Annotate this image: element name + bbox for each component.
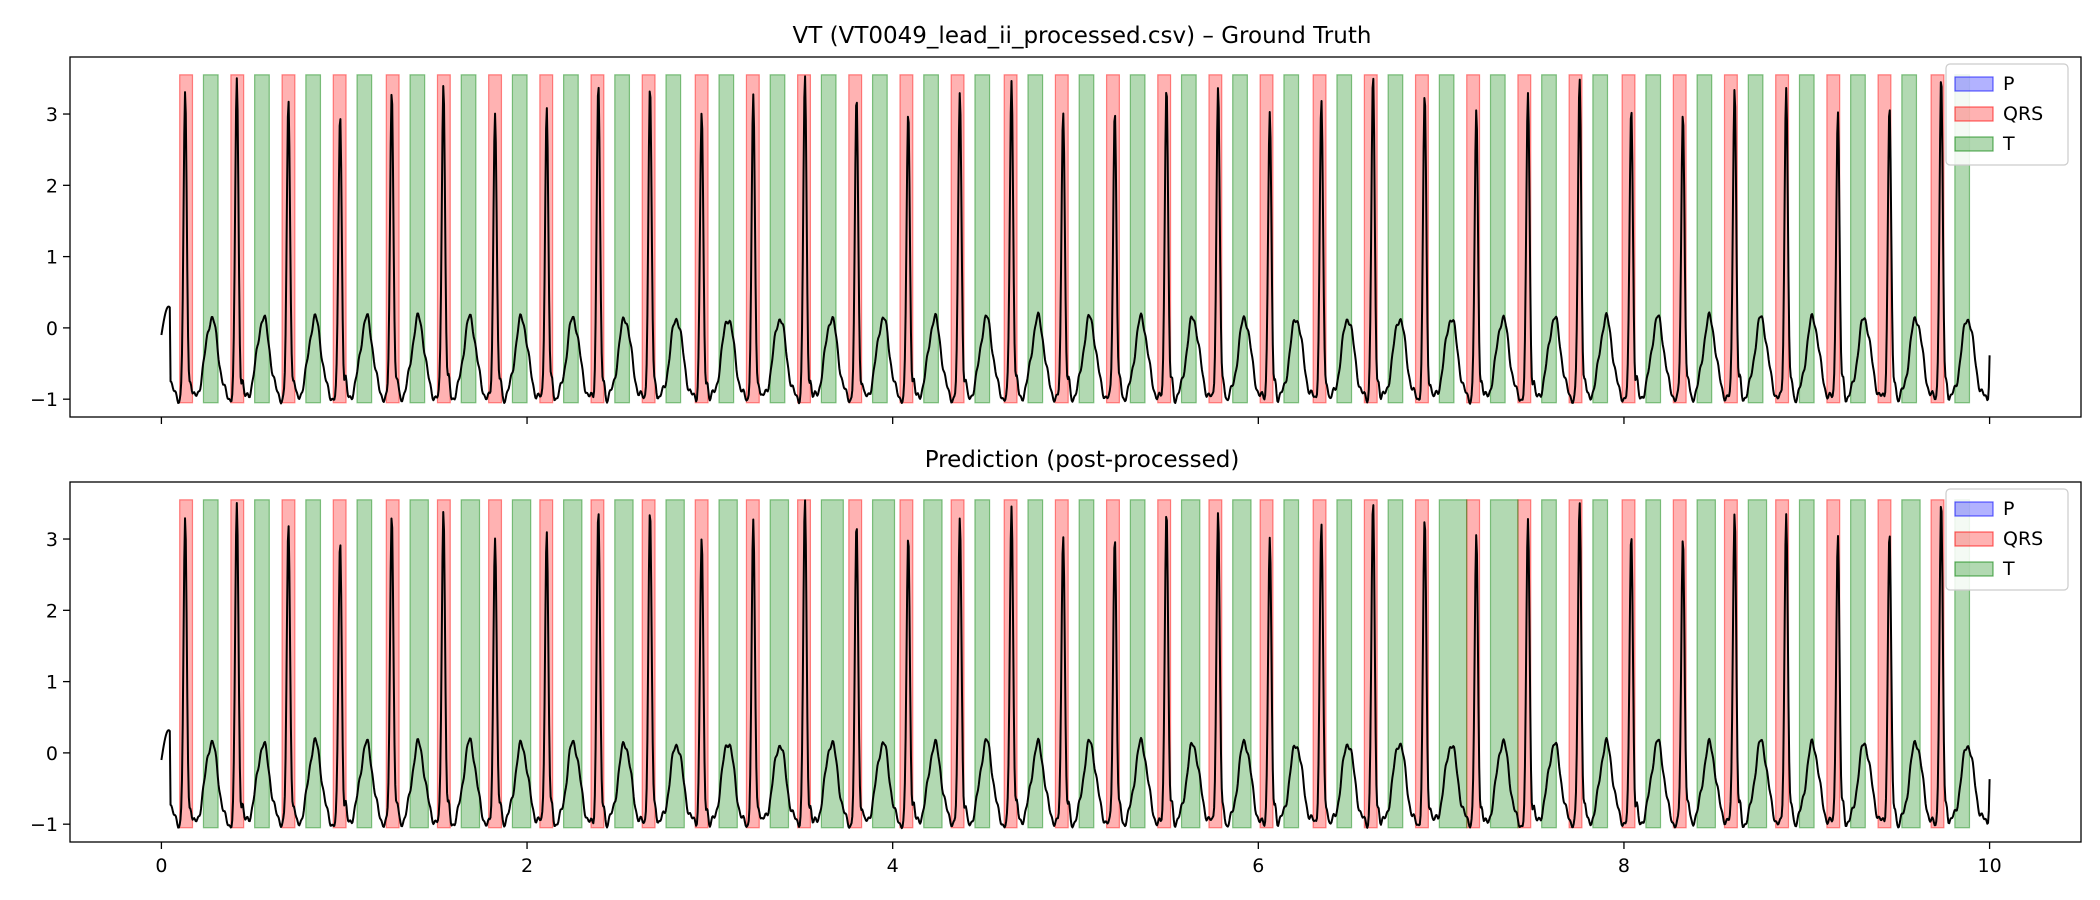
t-band	[1645, 74, 1662, 404]
y-tick-label: 2	[46, 600, 58, 622]
legend-swatch-t	[1954, 136, 1994, 152]
t-band	[1027, 499, 1044, 829]
t-band	[511, 74, 528, 404]
t-band	[665, 74, 682, 404]
prediction-title: Prediction (post-processed)	[925, 447, 1240, 473]
t-band	[1232, 74, 1248, 404]
legend-swatch-qrs	[1954, 531, 1994, 547]
legend-box	[1945, 63, 2069, 166]
prediction-axes-frame	[69, 481, 2082, 843]
t-band	[665, 499, 685, 829]
t-band	[614, 499, 634, 829]
y-tick-label: 2	[46, 175, 58, 197]
t-band	[1387, 499, 1404, 829]
t-band	[1336, 74, 1353, 404]
t-band	[974, 74, 991, 404]
t-band	[1645, 499, 1662, 829]
t-band	[820, 499, 844, 829]
y-tick-label: 1	[46, 672, 58, 694]
ground-truth-ecg-trace	[160, 75, 1991, 405]
legend-label-t: T	[2002, 558, 2015, 580]
legend-label-t: T	[2002, 133, 2015, 155]
y-tick-label: −1	[30, 814, 58, 836]
x-tick-label: 6	[1252, 855, 1264, 877]
t-band	[409, 499, 429, 829]
prediction-panel: Prediction (post-processed) −1 0 1 2 3 0 2 4 6 8…	[30, 447, 2082, 877]
t-band	[1696, 499, 1716, 829]
legend-swatch-p	[1954, 501, 1994, 517]
ground-truth-y-axis: −1 0 1 2 3	[30, 104, 70, 411]
t-band	[1489, 499, 1519, 829]
y-tick-label: 1	[46, 247, 58, 269]
prediction-legend: P QRS T	[1945, 488, 2069, 591]
x-tick-label: 0	[155, 855, 167, 877]
t-band	[1438, 74, 1455, 404]
t-band	[1747, 499, 1768, 829]
y-tick-label: 3	[46, 104, 58, 126]
ground-truth-legend: P QRS T	[1945, 63, 2069, 166]
t-band	[923, 74, 939, 404]
t-band	[202, 499, 219, 829]
legend-swatch-qrs	[1954, 106, 1994, 122]
t-band	[1901, 499, 1921, 829]
legend-swatch-p	[1954, 76, 1994, 92]
t-band	[1541, 499, 1557, 829]
ground-truth-axes-frame	[69, 56, 2082, 418]
t-band	[1129, 499, 1146, 829]
prediction-ecg-trace	[160, 499, 1991, 830]
t-band	[974, 499, 991, 829]
x-tick-label: 4	[887, 855, 899, 877]
y-tick-label: 0	[46, 743, 58, 765]
t-band	[511, 499, 532, 829]
t-band	[1283, 74, 1300, 404]
t-band	[614, 74, 631, 404]
t-band	[1129, 74, 1146, 404]
t-band	[1180, 74, 1197, 404]
t-band	[1387, 74, 1404, 404]
legend-label-qrs: QRS	[2003, 103, 2043, 125]
t-band	[718, 499, 738, 829]
legend-label-qrs: QRS	[2003, 528, 2043, 550]
t-band	[409, 74, 426, 404]
prediction-x-axis: 0 2 4 6 8 10	[155, 842, 2002, 877]
x-tick-label: 8	[1618, 855, 1630, 877]
t-band	[460, 499, 481, 829]
t-band	[1336, 499, 1353, 829]
legend-box	[1945, 488, 2069, 591]
t-band	[1078, 499, 1095, 829]
ground-truth-x-axis	[160, 417, 1991, 424]
y-tick-label: −1	[30, 389, 58, 411]
t-band	[1027, 74, 1044, 404]
legend-label-p: P	[2003, 73, 2014, 95]
x-tick-label: 10	[1977, 855, 2001, 877]
ground-truth-panel: VT (VT0049_lead_ii_processed.csv) – Grou…	[30, 23, 2082, 424]
legend-swatch-t	[1954, 561, 1994, 577]
t-band	[1283, 499, 1300, 829]
t-band	[871, 74, 888, 404]
t-band	[1541, 74, 1557, 404]
t-band	[1078, 74, 1095, 404]
ground-truth-title: VT (VT0049_lead_ii_processed.csv) – Grou…	[793, 23, 1372, 49]
t-band	[563, 499, 583, 829]
t-band	[1232, 499, 1252, 829]
prediction-y-axis: −1 0 1 2 3	[30, 529, 70, 836]
t-band	[769, 499, 790, 829]
t-band	[871, 499, 896, 829]
t-band	[1180, 499, 1201, 829]
t-band	[1489, 74, 1506, 404]
x-tick-label: 2	[521, 855, 533, 877]
t-band	[563, 74, 579, 404]
t-band	[1696, 74, 1713, 404]
t-band	[923, 499, 943, 829]
legend-label-p: P	[2003, 498, 2014, 520]
y-tick-label: 3	[46, 529, 58, 551]
y-tick-label: 0	[46, 318, 58, 340]
